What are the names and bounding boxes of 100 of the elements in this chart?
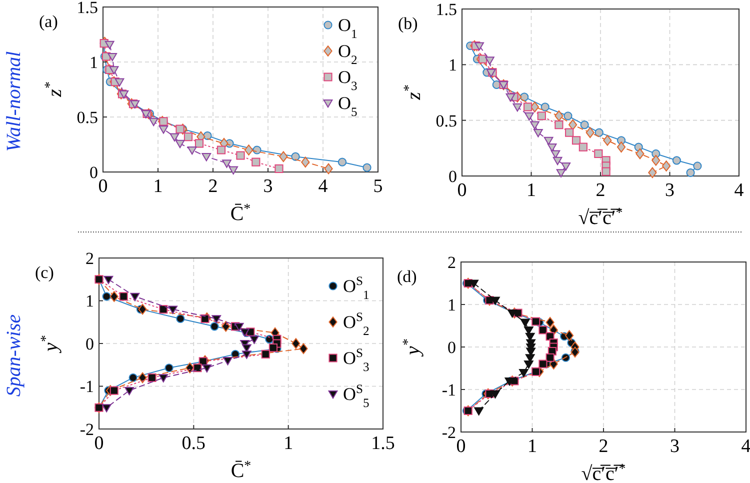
point xyxy=(568,119,578,130)
point xyxy=(234,322,244,332)
point xyxy=(565,330,574,341)
point xyxy=(547,144,557,152)
point xyxy=(556,169,566,178)
point xyxy=(526,348,536,356)
y-tick-label: 0.5 xyxy=(76,108,98,127)
y-tick-label: 0 xyxy=(90,162,98,182)
x-tick-label: 5 xyxy=(373,176,383,197)
x-tick-label: 1.5 xyxy=(371,433,395,454)
point xyxy=(104,40,114,50)
point xyxy=(540,102,550,112)
point xyxy=(110,386,118,395)
point xyxy=(236,151,245,160)
point xyxy=(533,129,543,138)
point xyxy=(554,120,564,130)
y-tick-label: 1 xyxy=(448,295,456,314)
x-axis-title: C̄$^{*}$ xyxy=(230,202,251,225)
point xyxy=(519,368,528,378)
point xyxy=(212,315,222,324)
point xyxy=(512,103,522,112)
point xyxy=(572,136,581,145)
x-tick-label: 1 xyxy=(153,176,163,197)
point xyxy=(102,292,111,301)
point xyxy=(580,120,589,130)
point xyxy=(662,160,671,172)
point xyxy=(538,360,548,368)
point xyxy=(244,144,254,156)
point xyxy=(546,316,554,328)
point xyxy=(279,151,288,162)
point xyxy=(686,168,695,177)
point xyxy=(301,156,310,168)
point xyxy=(524,360,534,369)
point xyxy=(338,158,347,166)
x-tick-label: 2 xyxy=(208,176,218,197)
point xyxy=(578,142,588,152)
point xyxy=(648,167,657,178)
point xyxy=(561,162,571,171)
y-tick-label: 2 xyxy=(448,252,456,272)
point xyxy=(109,66,119,74)
point xyxy=(636,148,644,160)
point xyxy=(537,112,546,120)
legend-label: O$_{2}$ xyxy=(338,41,358,67)
point xyxy=(187,146,197,155)
x-tick-label: 2 xyxy=(596,180,606,201)
point xyxy=(362,163,372,172)
point xyxy=(194,139,204,148)
point xyxy=(228,166,238,174)
y-tick-label: 1 xyxy=(86,292,94,311)
point xyxy=(104,276,114,284)
legend-label: O$_{3}$ xyxy=(338,67,358,93)
point xyxy=(474,407,484,416)
x-tick-label: 4 xyxy=(318,176,328,197)
point xyxy=(672,156,681,165)
y-tick-label: 1 xyxy=(90,52,98,72)
y-tick-label: 2 xyxy=(86,248,94,268)
point xyxy=(324,163,333,174)
point xyxy=(202,364,212,373)
point xyxy=(128,373,138,382)
legend-label: O$_{5}$ xyxy=(338,93,358,119)
point xyxy=(564,112,572,120)
point xyxy=(223,357,232,366)
y-tick-label: -2 xyxy=(442,422,456,442)
y-tick-label: 1.5 xyxy=(436,0,457,19)
point xyxy=(168,306,178,314)
x-tick-label: 0.5 xyxy=(182,433,206,454)
point xyxy=(119,292,128,301)
point xyxy=(148,373,156,382)
chart-title: (c) xyxy=(35,263,54,282)
point xyxy=(291,152,300,161)
point xyxy=(546,353,554,362)
y-tick-label: 0 xyxy=(86,334,94,354)
point xyxy=(474,42,484,50)
point xyxy=(210,322,219,331)
point xyxy=(490,296,500,305)
x-tick-label: 1 xyxy=(526,180,536,201)
point xyxy=(130,292,140,302)
point xyxy=(550,150,560,158)
point xyxy=(176,124,184,134)
y-tick-label: 0.5 xyxy=(436,111,457,130)
point xyxy=(586,127,594,138)
point xyxy=(299,343,308,354)
y-tick-label: 0 xyxy=(448,338,456,357)
point xyxy=(159,305,168,314)
point xyxy=(520,318,530,328)
point xyxy=(538,326,548,334)
point xyxy=(530,121,540,130)
x-tick-label: 1 xyxy=(284,433,294,454)
x-tick-label: 1 xyxy=(528,436,537,457)
point xyxy=(485,56,494,65)
point xyxy=(114,78,124,86)
point xyxy=(532,317,540,326)
point xyxy=(170,133,180,142)
point xyxy=(554,110,564,122)
point xyxy=(469,280,479,288)
point xyxy=(222,160,232,168)
point xyxy=(216,146,226,154)
point xyxy=(268,343,278,352)
point xyxy=(506,93,516,102)
point xyxy=(138,372,147,384)
